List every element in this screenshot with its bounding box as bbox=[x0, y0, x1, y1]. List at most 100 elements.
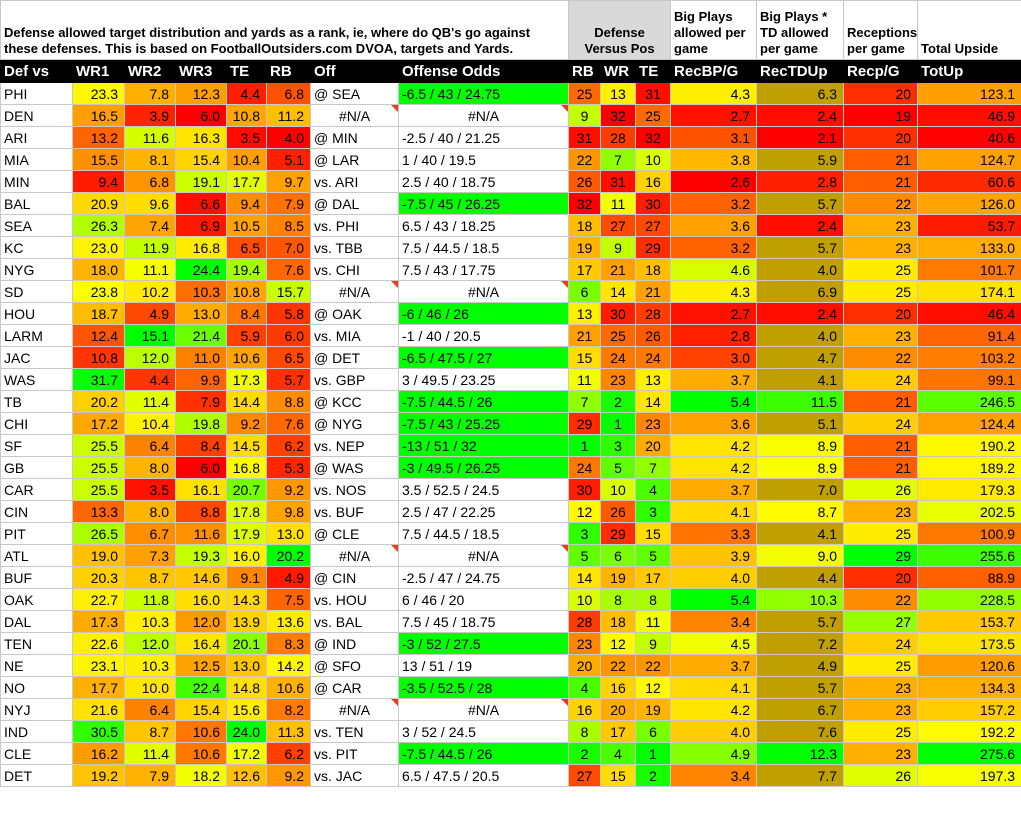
cell-recpg[interactable]: 24 bbox=[843, 412, 919, 435]
cell-wr3[interactable]: 24.4 bbox=[175, 258, 227, 281]
cell-wr2[interactable]: 7.9 bbox=[124, 764, 176, 787]
cell-rb[interactable]: 6.2 bbox=[266, 434, 311, 457]
cell-dvp-rb[interactable]: 8 bbox=[568, 720, 602, 743]
cell-totup[interactable]: 126.0 bbox=[917, 192, 1021, 215]
cell-off[interactable]: vs. JAC bbox=[310, 764, 399, 787]
cell-totup[interactable]: 46.4 bbox=[917, 302, 1021, 325]
cell-recpg[interactable]: 23 bbox=[843, 698, 919, 721]
cell-rb[interactable]: 5.7 bbox=[266, 368, 311, 391]
cell-te[interactable]: 3.5 bbox=[226, 126, 267, 149]
cell-dvp-rb[interactable]: 23 bbox=[568, 632, 602, 655]
cell-te[interactable]: 10.8 bbox=[226, 280, 267, 303]
cell-dvp-rb[interactable]: 21 bbox=[568, 324, 602, 347]
cell-rb[interactable]: 7.6 bbox=[266, 258, 311, 281]
cell-odds[interactable]: 7.5 / 44.5 / 18.5 bbox=[397, 236, 570, 259]
cell-wr3[interactable]: 16.1 bbox=[175, 478, 227, 501]
cell-te[interactable]: 13.9 bbox=[226, 610, 267, 633]
cell-odds[interactable]: -3 / 49.5 / 26.25 bbox=[397, 456, 570, 479]
cell-dvp-rb[interactable]: 11 bbox=[568, 368, 602, 391]
cell-te[interactable]: 17.9 bbox=[226, 522, 267, 545]
cell-recbpg[interactable]: 3.7 bbox=[670, 368, 758, 391]
cell-recpg[interactable]: 25 bbox=[843, 522, 919, 545]
cell-team[interactable]: CLE bbox=[0, 742, 73, 765]
cell-te[interactable]: 4.4 bbox=[226, 82, 267, 105]
cell-rb[interactable]: 6.8 bbox=[266, 82, 311, 105]
cell-rectdup[interactable]: 5.9 bbox=[756, 148, 845, 171]
cell-rectdup[interactable]: 9.0 bbox=[756, 544, 845, 567]
cell-wr3[interactable]: 21.4 bbox=[175, 324, 227, 347]
cell-rectdup[interactable]: 4.4 bbox=[756, 566, 845, 589]
cell-team[interactable]: PHI bbox=[0, 82, 73, 105]
cell-wr2[interactable]: 7.8 bbox=[124, 82, 176, 105]
cell-dvp-te[interactable]: 28 bbox=[635, 302, 672, 325]
cell-odds[interactable]: 6.5 / 47.5 / 20.5 bbox=[397, 764, 570, 787]
cell-wr2[interactable]: 11.1 bbox=[124, 258, 176, 281]
cell-dvp-te[interactable]: 14 bbox=[635, 390, 672, 413]
cell-off[interactable]: vs. GBP bbox=[310, 368, 399, 391]
cell-wr3[interactable]: 19.3 bbox=[175, 544, 227, 567]
cell-wr2[interactable]: 9.6 bbox=[124, 192, 176, 215]
cell-recbpg[interactable]: 3.6 bbox=[670, 214, 758, 237]
cell-off[interactable]: vs. PHI bbox=[310, 214, 399, 237]
cell-wr1[interactable]: 25.5 bbox=[72, 478, 125, 501]
cell-recbpg[interactable]: 3.3 bbox=[670, 522, 758, 545]
cell-rb[interactable]: 4.0 bbox=[266, 126, 311, 149]
cell-totup[interactable]: 40.6 bbox=[917, 126, 1021, 149]
cell-rectdup[interactable]: 2.4 bbox=[756, 302, 845, 325]
cell-wr2[interactable]: 10.3 bbox=[124, 610, 176, 633]
cell-wr1[interactable]: 21.6 bbox=[72, 698, 125, 721]
cell-wr1[interactable]: 23.1 bbox=[72, 654, 125, 677]
cell-totup[interactable]: 246.5 bbox=[917, 390, 1021, 413]
cell-dvp-rb[interactable]: 25 bbox=[568, 82, 602, 105]
cell-dvp-wr[interactable]: 7 bbox=[600, 148, 637, 171]
cell-dvp-te[interactable]: 22 bbox=[635, 654, 672, 677]
cell-dvp-te[interactable]: 25 bbox=[635, 104, 672, 127]
cell-wr3[interactable]: 8.8 bbox=[175, 500, 227, 523]
cell-wr3[interactable]: 6.6 bbox=[175, 192, 227, 215]
cell-dvp-rb[interactable]: 19 bbox=[568, 236, 602, 259]
cell-wr1[interactable]: 26.5 bbox=[72, 522, 125, 545]
cell-odds[interactable]: -3 / 52 / 27.5 bbox=[397, 632, 570, 655]
cell-dvp-wr[interactable]: 3 bbox=[600, 434, 637, 457]
cell-dvp-te[interactable]: 12 bbox=[635, 676, 672, 699]
cell-odds[interactable]: 7.5 / 43 / 17.75 bbox=[397, 258, 570, 281]
cell-te[interactable]: 13.0 bbox=[226, 654, 267, 677]
cell-recpg[interactable]: 22 bbox=[843, 588, 919, 611]
cell-team[interactable]: DET bbox=[0, 764, 73, 787]
cell-wr1[interactable]: 16.5 bbox=[72, 104, 125, 127]
cell-dvp-te[interactable]: 32 bbox=[635, 126, 672, 149]
cell-wr2[interactable]: 10.0 bbox=[124, 676, 176, 699]
cell-wr1[interactable]: 20.2 bbox=[72, 390, 125, 413]
cell-dvp-wr[interactable]: 16 bbox=[600, 676, 637, 699]
cell-dvp-wr[interactable]: 11 bbox=[600, 192, 637, 215]
cell-recpg[interactable]: 25 bbox=[843, 258, 919, 281]
cell-totup[interactable]: 202.5 bbox=[917, 500, 1021, 523]
cell-team[interactable]: BUF bbox=[0, 566, 73, 589]
cell-wr2[interactable]: 4.4 bbox=[124, 368, 176, 391]
cell-team[interactable]: MIN bbox=[0, 170, 73, 193]
cell-recbpg[interactable]: 4.2 bbox=[670, 456, 758, 479]
cell-off[interactable]: vs. BUF bbox=[310, 500, 399, 523]
cell-recpg[interactable]: 21 bbox=[843, 456, 919, 479]
cell-rectdup[interactable]: 5.7 bbox=[756, 676, 845, 699]
cell-recbpg[interactable]: 4.0 bbox=[670, 720, 758, 743]
cell-dvp-te[interactable]: 29 bbox=[635, 236, 672, 259]
cell-dvp-wr[interactable]: 15 bbox=[600, 764, 637, 787]
cell-recbpg[interactable]: 4.2 bbox=[670, 434, 758, 457]
cell-dvp-wr[interactable]: 24 bbox=[600, 346, 637, 369]
cell-te[interactable]: 17.3 bbox=[226, 368, 267, 391]
cell-dvp-wr[interactable]: 30 bbox=[600, 302, 637, 325]
cell-wr3[interactable]: 12.3 bbox=[175, 82, 227, 105]
cell-recbpg[interactable]: 3.7 bbox=[670, 654, 758, 677]
cell-totup[interactable]: 46.9 bbox=[917, 104, 1021, 127]
cell-team[interactable]: BAL bbox=[0, 192, 73, 215]
cell-team[interactable]: CHI bbox=[0, 412, 73, 435]
cell-team[interactable]: TEN bbox=[0, 632, 73, 655]
cell-rb[interactable]: 13.0 bbox=[266, 522, 311, 545]
cell-wr2[interactable]: 3.5 bbox=[124, 478, 176, 501]
cell-wr2[interactable]: 8.7 bbox=[124, 720, 176, 743]
cell-wr1[interactable]: 17.2 bbox=[72, 412, 125, 435]
cell-off[interactable]: @ CAR bbox=[310, 676, 399, 699]
cell-dvp-te[interactable]: 23 bbox=[635, 412, 672, 435]
cell-rectdup[interactable]: 10.3 bbox=[756, 588, 845, 611]
